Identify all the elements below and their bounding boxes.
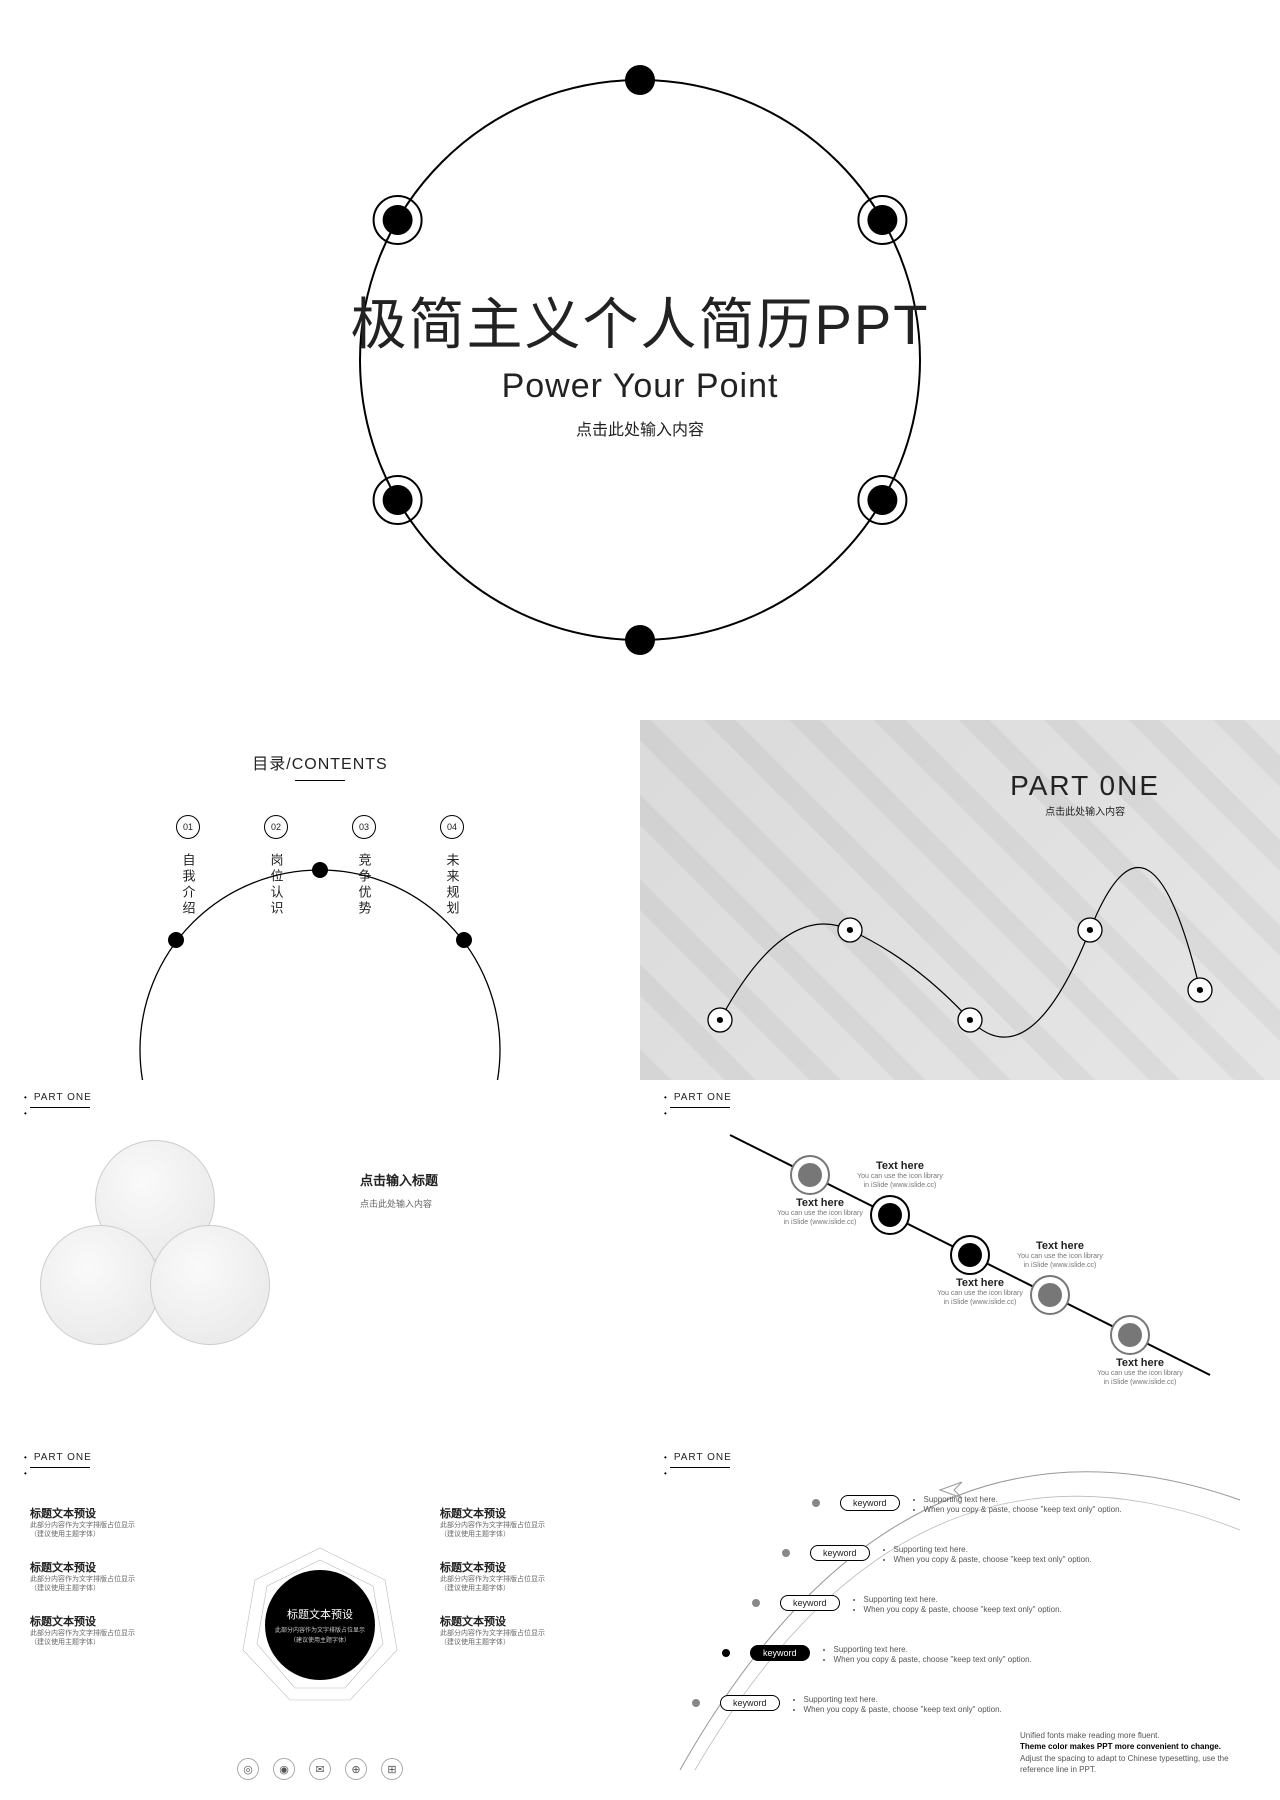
svg-text:（建议使用主题字体）: （建议使用主题字体） xyxy=(290,1636,350,1644)
hero-title: 极简主义个人简历PPT xyxy=(0,280,1280,361)
toc-num: 01 xyxy=(176,815,200,839)
slide-polygon: PART ONE 标题文本预设此部分内容作为文字排版占位显示（建议使用主题字体）… xyxy=(0,1440,640,1800)
svg-text:01: 01 xyxy=(1197,988,1204,994)
keyword-row: keyword Supporting text here.When you cop… xyxy=(810,1545,1092,1566)
wave-line: 01 01 01 01 01 xyxy=(640,840,1280,1080)
small-icon: ◉ xyxy=(273,1758,295,1780)
svg-text:01: 01 xyxy=(847,928,854,934)
small-icon: ⊞ xyxy=(381,1758,403,1780)
text-block[interactable]: 标题文本预设此部分内容作为文字排版占位显示（建议使用主题字体） xyxy=(440,1505,610,1539)
slide4-title[interactable]: 点击输入标题 xyxy=(360,1170,580,1189)
keyword-body: Supporting text here.When you copy & pas… xyxy=(792,1695,1002,1716)
hero-hint[interactable]: 点击此处输入内容 xyxy=(0,416,1280,440)
part-one-hint[interactable]: 点击此处输入内容 xyxy=(1045,807,1125,818)
keyword-pill[interactable]: keyword xyxy=(780,1595,840,1611)
small-icon: ✉ xyxy=(309,1758,331,1780)
svg-text:此部分内容作为文字排版占位显示: 此部分内容作为文字排版占位显示 xyxy=(275,1626,365,1634)
hero-slide: 极简主义个人简历PPT Power Your Point 点击此处输入内容 xyxy=(0,0,1280,720)
keyword-pill[interactable]: keyword xyxy=(720,1695,780,1711)
keyword-row: keyword Supporting text here.When you cop… xyxy=(780,1595,1062,1616)
contents-heading: 目录/CONTENTS xyxy=(0,750,640,781)
toc-num: 02 xyxy=(264,815,288,839)
text-block[interactable]: 标题文本预设此部分内容作为文字排版占位显示（建议使用主题字体） xyxy=(30,1505,200,1539)
keyword-pill[interactable]: keyword xyxy=(810,1545,870,1561)
keyword-pill[interactable]: keyword xyxy=(840,1495,900,1511)
hero-subtitle: Power Your Point xyxy=(0,367,1280,406)
part-one-title: PART 0NE xyxy=(1010,770,1160,802)
text-block[interactable]: 标题文本预设此部分内容作为文字排版占位显示（建议使用主题字体） xyxy=(440,1559,610,1593)
contents-slide: 目录/CONTENTS 01自我介绍02岗位认识03竞争优势04未来规划 xyxy=(0,720,640,1080)
keyword-row: keyword Supporting text here.When you cop… xyxy=(840,1495,1122,1516)
timeline-label: Text hereYou can use the icon libraryin … xyxy=(755,1197,885,1227)
text-block[interactable]: 标题文本预设此部分内容作为文字排版占位显示（建议使用主题字体） xyxy=(30,1559,200,1593)
keyword-body: Supporting text here.When you copy & pas… xyxy=(822,1645,1032,1666)
keyword-body: Supporting text here.When you copy & pas… xyxy=(912,1495,1122,1516)
slide4-header: PART ONE xyxy=(18,1092,92,1119)
text-block[interactable]: 标题文本预设此部分内容作为文字排版占位显示（建议使用主题字体） xyxy=(30,1613,200,1647)
part-one-banner: PART 0NE 点击此处输入内容 01 01 01 01 01 xyxy=(640,720,1280,1080)
timeline-label: Text hereYou can use the icon libraryin … xyxy=(1075,1357,1205,1387)
svg-text:01: 01 xyxy=(1087,928,1094,934)
contents-arc xyxy=(110,840,530,1080)
small-icon: ⊕ xyxy=(345,1758,367,1780)
slide7-note: Unified fonts make reading more fluent. … xyxy=(1020,1730,1260,1775)
keyword-row: keyword Supporting text here.When you cop… xyxy=(750,1645,1032,1666)
keyword-body: Supporting text here.When you copy & pas… xyxy=(882,1545,1092,1566)
keyword-row: keyword Supporting text here.When you cop… xyxy=(720,1695,1002,1716)
slide6-header: PART ONE xyxy=(18,1452,92,1479)
svg-text:标题文本预设: 标题文本预设 xyxy=(287,1607,353,1621)
timeline-label: Text hereYou can use the icon libraryin … xyxy=(835,1160,965,1190)
keyword-body: Supporting text here.When you copy & pas… xyxy=(852,1595,1062,1616)
keyword-pill[interactable]: keyword xyxy=(750,1645,810,1661)
svg-text:01: 01 xyxy=(717,1018,724,1024)
slide4-body[interactable]: 点击此处输入内容 xyxy=(360,1197,580,1210)
toc-num: 03 xyxy=(352,815,376,839)
svg-text:01: 01 xyxy=(967,1018,974,1024)
slide-diagonal-timeline: PART ONE Text hereYou can use the icon l… xyxy=(640,1080,1280,1440)
polygon-graphic: 标题文本预设 此部分内容作为文字排版占位显示 （建议使用主题字体） xyxy=(235,1540,405,1710)
text-block[interactable]: 标题文本预设此部分内容作为文字排版占位显示（建议使用主题字体） xyxy=(440,1613,610,1647)
slide-keywords: PART ONE keywordSupporting text here.Whe… xyxy=(640,1440,1280,1800)
toc-num: 04 xyxy=(440,815,464,839)
timeline-label: Text hereYou can use the icon libraryin … xyxy=(915,1277,1045,1307)
timeline-label: Text hereYou can use the icon libraryin … xyxy=(995,1240,1125,1270)
slide-venn: PART ONE 点击输入标题 点击此处输入内容 xyxy=(0,1080,640,1440)
small-icon: ◎ xyxy=(237,1758,259,1780)
